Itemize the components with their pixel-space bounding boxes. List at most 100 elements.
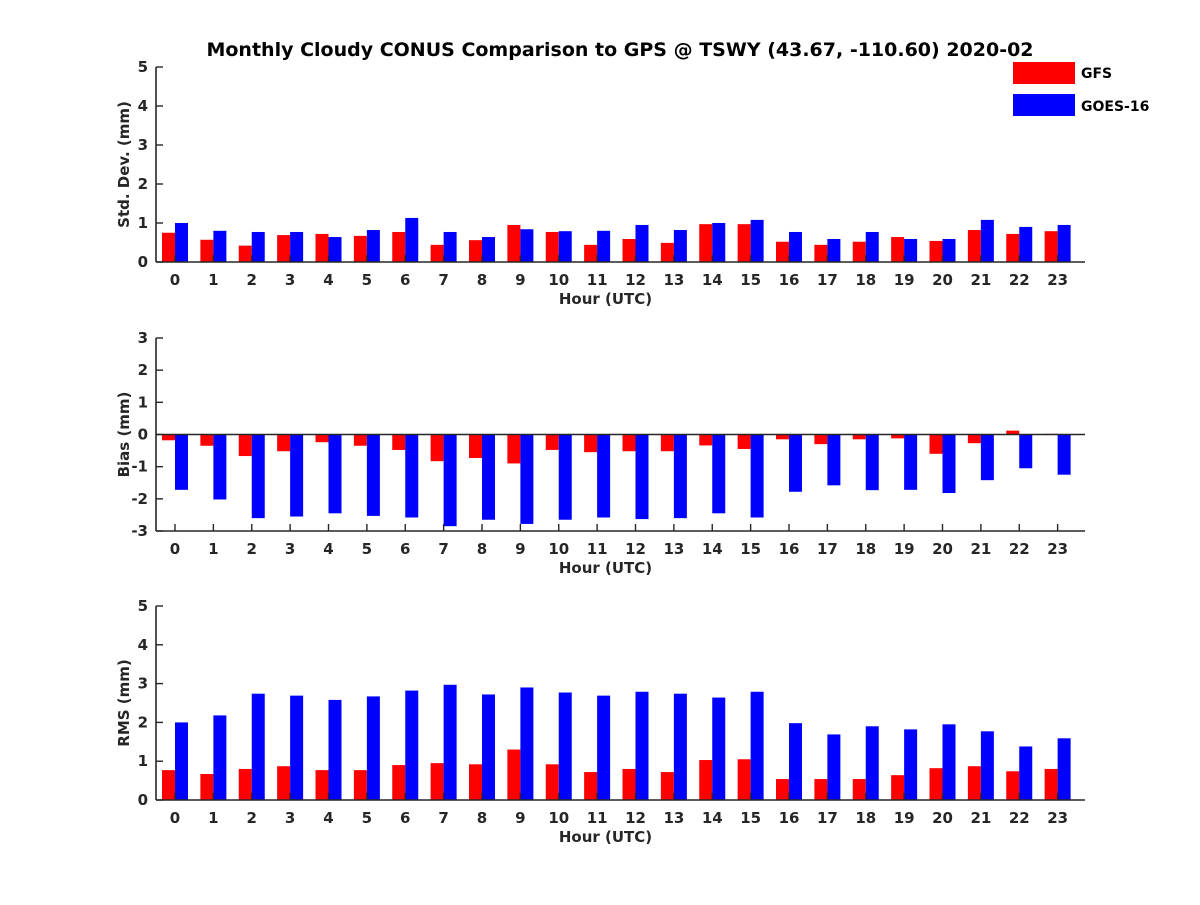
bar-panel2-goes16-hour-0 bbox=[175, 722, 188, 800]
bar-panel2-gfs-hour-13 bbox=[660, 772, 674, 800]
x-tick-label-panel0-10: 10 bbox=[548, 271, 569, 289]
bar-panel0-goes16-hour-0 bbox=[175, 223, 188, 262]
bar-panel1-goes16-hour-7 bbox=[443, 434, 457, 527]
x-tick-label-panel1-14: 14 bbox=[702, 540, 723, 558]
bar-panel2-gfs-hour-9 bbox=[507, 749, 521, 800]
bar-panel1-goes16-hour-9 bbox=[520, 434, 534, 524]
bar-panel2-goes16-hour-15 bbox=[750, 691, 764, 800]
y-axis-label-panel-2: RMS (mm) bbox=[115, 659, 133, 746]
bar-panel2-gfs-hour-20 bbox=[929, 768, 943, 800]
x-tick-label-panel1-9: 9 bbox=[515, 540, 525, 558]
x-tick-label-panel0-21: 21 bbox=[970, 271, 991, 289]
bar-panel0-gfs-hour-11 bbox=[584, 244, 598, 262]
bar-panel0-goes16-hour-2 bbox=[251, 231, 265, 262]
bar-panel1-goes16-hour-2 bbox=[251, 434, 265, 519]
bar-panel1-goes16-hour-6 bbox=[405, 434, 419, 518]
bar-panel2-goes16-hour-14 bbox=[712, 697, 726, 800]
bar-panel0-goes16-hour-20 bbox=[942, 238, 956, 262]
bar-panel0-goes16-hour-18 bbox=[865, 231, 879, 262]
bar-panel1-goes16-hour-0 bbox=[175, 434, 188, 490]
x-tick-label-panel2-12: 12 bbox=[625, 809, 646, 827]
x-tick-label-panel0-3: 3 bbox=[285, 271, 295, 289]
bar-panel2-gfs-hour-14 bbox=[699, 760, 713, 800]
x-tick-label-panel0-0: 0 bbox=[170, 271, 180, 289]
x-tick-label-panel2-5: 5 bbox=[362, 809, 372, 827]
y-tick-label-panel1-4: 1 bbox=[138, 393, 148, 411]
bar-panel1-gfs-hour-18 bbox=[852, 434, 866, 440]
bar-panel0-gfs-hour-21 bbox=[967, 230, 981, 262]
bar-panel2-goes16-hour-20 bbox=[942, 724, 956, 800]
x-tick-label-panel2-16: 16 bbox=[779, 809, 800, 827]
y-tick-label-panel2-2: 2 bbox=[138, 713, 148, 731]
x-tick-label-panel2-21: 21 bbox=[970, 809, 991, 827]
bar-panel1-gfs-hour-4 bbox=[315, 434, 329, 443]
x-tick-label-panel1-5: 5 bbox=[362, 540, 372, 558]
bar-panel1-gfs-hour-21 bbox=[967, 434, 981, 444]
bar-panel2-goes16-hour-19 bbox=[904, 729, 918, 800]
bar-panel2-gfs-hour-10 bbox=[545, 764, 559, 800]
y-tick-label-panel1-5: 2 bbox=[138, 361, 148, 379]
bar-panel2-gfs-hour-1 bbox=[200, 774, 214, 800]
x-tick-label-panel2-6: 6 bbox=[400, 809, 410, 827]
x-tick-label-panel1-8: 8 bbox=[477, 540, 487, 558]
bar-panel2-gfs-hour-12 bbox=[622, 768, 636, 800]
bar-panel1-goes16-hour-18 bbox=[865, 434, 879, 491]
bar-panel2-goes16-hour-6 bbox=[405, 690, 419, 800]
bar-panel1-gfs-hour-7 bbox=[430, 434, 444, 462]
x-tick-label-panel1-1: 1 bbox=[208, 540, 218, 558]
bar-panel2-goes16-hour-2 bbox=[251, 693, 265, 800]
bar-panel2-gfs-hour-18 bbox=[852, 779, 866, 800]
x-tick-label-panel1-11: 11 bbox=[587, 540, 608, 558]
bar-panel1-gfs-hour-1 bbox=[200, 434, 214, 446]
bar-panel1-goes16-hour-4 bbox=[328, 434, 342, 514]
bar-panel2-gfs-hour-2 bbox=[238, 768, 252, 800]
bar-panel2-gfs-hour-5 bbox=[353, 770, 367, 800]
x-tick-label-panel1-12: 12 bbox=[625, 540, 646, 558]
bar-panel1-gfs-hour-20 bbox=[929, 434, 943, 454]
x-tick-label-panel1-16: 16 bbox=[779, 540, 800, 558]
y-tick-label-panel0-4: 4 bbox=[138, 97, 148, 115]
bar-panel1-gfs-hour-11 bbox=[584, 434, 598, 453]
bar-panel0-goes16-hour-16 bbox=[789, 231, 802, 262]
bar-panel1-goes16-hour-3 bbox=[290, 434, 304, 517]
x-tick-label-panel2-15: 15 bbox=[740, 809, 761, 827]
bar-panel0-gfs-hour-20 bbox=[929, 240, 943, 262]
bar-panel2-gfs-hour-16 bbox=[776, 779, 789, 800]
bar-panel0-gfs-hour-12 bbox=[622, 238, 636, 262]
y-tick-label-panel2-4: 4 bbox=[138, 636, 148, 654]
bar-panel0-goes16-hour-21 bbox=[980, 219, 994, 262]
bar-panel2-gfs-hour-0 bbox=[162, 770, 175, 800]
legend-label-goes16: GOES-16 bbox=[1081, 99, 1149, 115]
x-tick-label-panel0-6: 6 bbox=[400, 271, 410, 289]
x-tick-label-panel0-23: 23 bbox=[1047, 271, 1068, 289]
x-tick-label-panel2-8: 8 bbox=[477, 809, 487, 827]
y-tick-label-panel1-0: -3 bbox=[131, 522, 148, 540]
x-tick-label-panel0-18: 18 bbox=[855, 271, 876, 289]
bar-panel1-gfs-hour-14 bbox=[699, 434, 713, 446]
x-tick-label-panel2-20: 20 bbox=[932, 809, 953, 827]
bar-panel1-gfs-hour-3 bbox=[277, 434, 291, 452]
bar-panel1-goes16-hour-14 bbox=[712, 434, 726, 514]
y-tick-label-panel0-1: 1 bbox=[138, 214, 148, 232]
x-tick-label-panel0-8: 8 bbox=[477, 271, 487, 289]
y-axis-label-panel-0: Std. Dev. (mm) bbox=[115, 101, 133, 228]
bar-panel0-gfs-hour-3 bbox=[277, 235, 291, 262]
x-tick-label-panel2-3: 3 bbox=[285, 809, 295, 827]
bar-panel1-goes16-hour-22 bbox=[1019, 434, 1033, 469]
bar-panel1-gfs-hour-16 bbox=[776, 434, 789, 440]
bar-panel0-goes16-hour-9 bbox=[520, 229, 534, 262]
bar-panel2-gfs-hour-21 bbox=[967, 766, 981, 800]
x-tick-label-panel1-13: 13 bbox=[663, 540, 684, 558]
bar-panel1-goes16-hour-11 bbox=[597, 434, 611, 518]
x-tick-label-panel2-14: 14 bbox=[702, 809, 723, 827]
x-tick-label-panel2-22: 22 bbox=[1009, 809, 1030, 827]
bar-panel0-gfs-hour-19 bbox=[891, 237, 905, 262]
bar-panel1-goes16-hour-15 bbox=[750, 434, 764, 518]
bar-panel0-goes16-hour-14 bbox=[712, 223, 726, 262]
bar-panel2-gfs-hour-4 bbox=[315, 770, 329, 800]
x-tick-label-panel2-7: 7 bbox=[438, 809, 448, 827]
bar-panel0-gfs-hour-15 bbox=[737, 224, 751, 262]
bar-panel2-goes16-hour-21 bbox=[980, 731, 994, 800]
